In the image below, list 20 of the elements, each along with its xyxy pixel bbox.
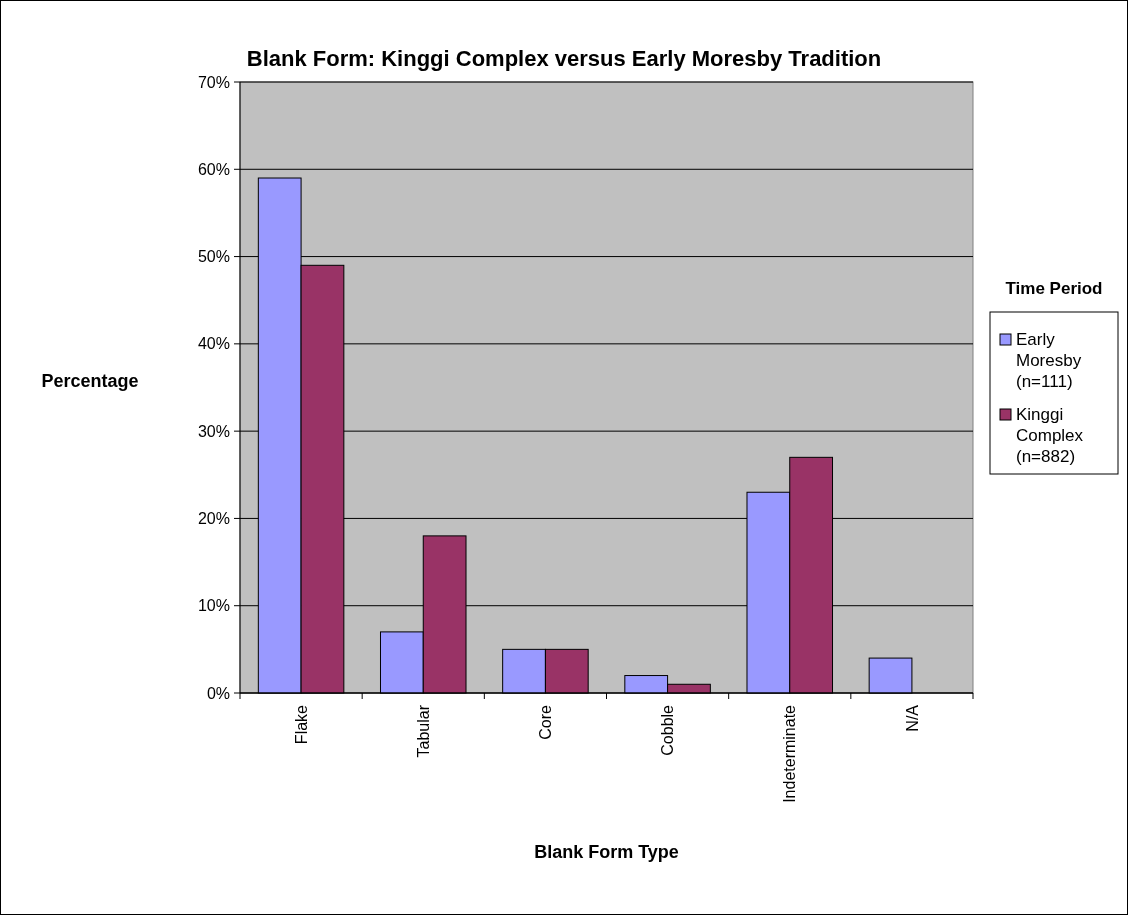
x-axis-title: Blank Form Type [534,842,679,862]
x-tick-label: N/A [903,704,921,732]
y-tick-label: 70% [197,73,230,91]
legend-title: Time Period [1005,279,1103,298]
y-tick-label: 10% [197,597,230,615]
x-tick-label: Tabular [414,704,432,758]
x-tick-label: Cobble [659,704,677,756]
legend-label: Kinggi Complex (n=882) [1016,405,1084,466]
y-tick-label: 40% [197,335,230,353]
y-tick-label: 0% [206,684,230,702]
y-tick-label: 30% [197,422,230,440]
x-tick-label: Indeterminate [781,704,799,803]
x-tick-label: Core [537,704,555,740]
legend-label: Early Moresby (n=111) [1016,330,1082,391]
y-tick-label: 60% [197,160,230,178]
y-axis-title: Percentage [41,371,139,391]
chart-title: Blank Form: Kinggi Complex versus Early Moresby Tradition [246,46,882,71]
x-tick-label: Flake [292,704,310,745]
y-tick-label: 50% [197,248,230,266]
y-tick-label: 20% [197,510,230,528]
